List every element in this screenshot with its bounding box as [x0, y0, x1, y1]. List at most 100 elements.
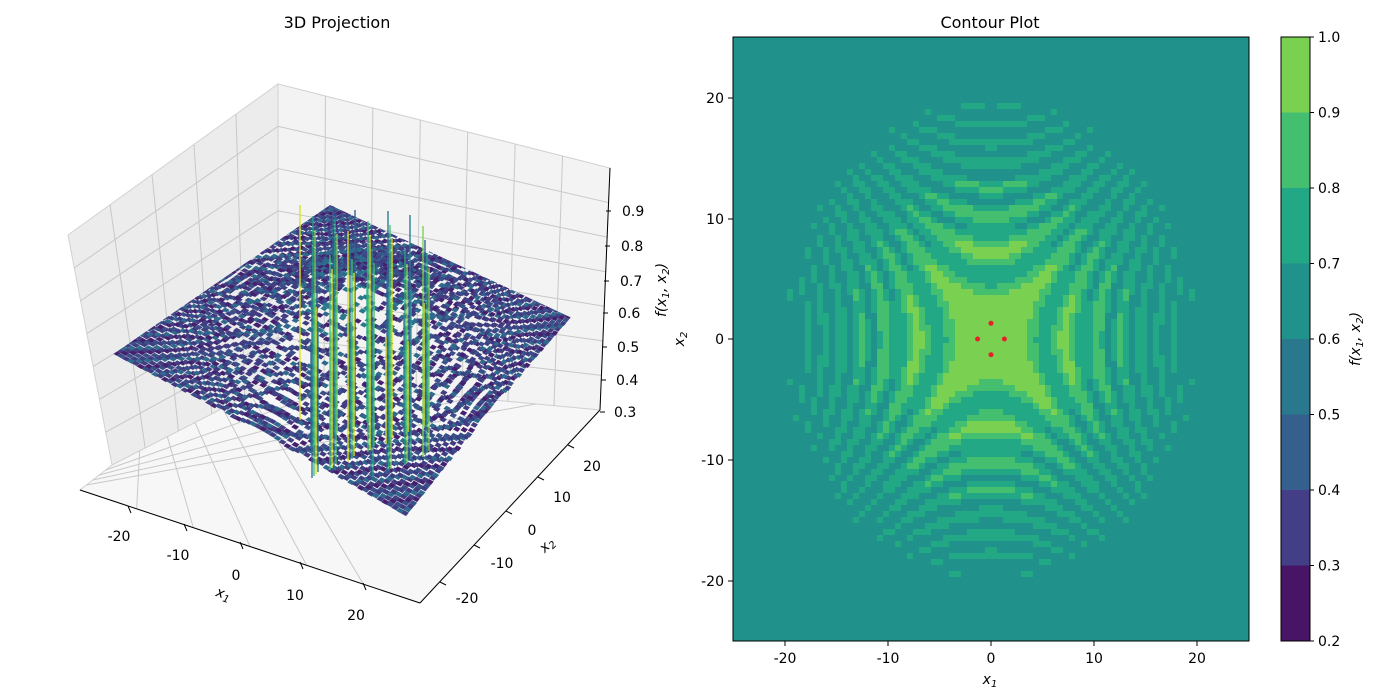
contour-cell — [847, 115, 854, 122]
surface-facet — [323, 275, 331, 281]
contour-cell — [1159, 55, 1166, 62]
contour-cell — [1051, 109, 1058, 116]
surface-facet — [430, 415, 438, 421]
surface-facet — [504, 314, 512, 320]
contour-cell — [943, 85, 950, 92]
surface-facet — [304, 308, 313, 314]
surface-facet — [148, 360, 157, 366]
contour-cell — [745, 103, 752, 110]
contour-cell — [1081, 67, 1088, 74]
surface-facet — [319, 372, 328, 378]
contour-cell — [793, 97, 800, 104]
contour-cell — [1003, 37, 1010, 44]
surface-facet — [319, 390, 328, 396]
contour-cell — [1051, 85, 1058, 92]
contour-cell — [1069, 115, 1076, 122]
x1-tick-label: -20 — [108, 529, 131, 545]
surface-facet — [228, 309, 237, 315]
surface-facet — [394, 491, 403, 498]
surface-facet — [414, 396, 423, 402]
surface-facet — [149, 365, 159, 371]
contour-cell — [1117, 97, 1124, 104]
surface-facet — [411, 402, 420, 409]
contour-cell — [1015, 49, 1022, 56]
contour-cell — [937, 97, 944, 104]
contour-cell — [895, 115, 902, 122]
surface-facet — [185, 336, 194, 342]
surface-facet — [241, 273, 250, 279]
surface-facet — [178, 360, 187, 366]
contour-cell — [871, 91, 878, 98]
contour-cell — [1243, 67, 1249, 74]
contour-cell — [805, 37, 812, 44]
contour-cell — [979, 97, 986, 104]
surface-facet — [384, 495, 392, 501]
contour-cell — [997, 97, 1004, 104]
surface-facet — [354, 261, 363, 266]
surface-facet — [145, 349, 155, 355]
surface-facet — [431, 384, 439, 391]
surface-facet — [421, 476, 429, 483]
contour-cell — [919, 85, 926, 92]
surface-facet — [388, 482, 396, 489]
contour-cell — [955, 103, 962, 110]
contour-cell — [1063, 37, 1070, 44]
surface-facet — [250, 310, 259, 316]
surface-facet — [428, 432, 436, 439]
surface-facet — [247, 283, 256, 289]
surface-facet — [485, 327, 493, 333]
surface-facet — [234, 387, 243, 393]
surface-facet — [278, 277, 287, 283]
contour-cell — [985, 121, 992, 128]
surface-facet — [211, 285, 220, 291]
contour-cell — [823, 55, 830, 62]
contour-cell — [1045, 67, 1052, 74]
contour-cell — [1213, 91, 1220, 98]
surface-facet — [175, 334, 184, 340]
surface-facet — [215, 284, 224, 290]
contour-cell — [1153, 49, 1160, 56]
surface-facet — [212, 366, 221, 372]
surface-facet — [287, 279, 296, 285]
surface-facet — [248, 312, 257, 318]
contour-cell — [733, 109, 740, 116]
surface-facet — [480, 303, 488, 309]
surface-facet — [429, 361, 437, 367]
surface-facet — [359, 480, 368, 487]
contour-cell — [1039, 43, 1046, 50]
contour-cell — [955, 85, 962, 92]
surface-facet — [409, 500, 418, 506]
surface-facet — [332, 445, 341, 452]
contour-cell — [919, 79, 926, 86]
contour-cell — [1159, 73, 1166, 80]
contour-cell — [1171, 97, 1178, 104]
contour-cell — [973, 55, 980, 62]
contour-cell — [1129, 37, 1136, 44]
contour-cell — [1225, 61, 1232, 68]
surface-facet — [223, 343, 233, 349]
surface-facet — [254, 279, 263, 285]
contour-cell — [1165, 61, 1172, 68]
contour-cell — [1075, 85, 1082, 92]
contour-cell — [925, 121, 932, 128]
contour-cell — [733, 61, 740, 68]
contour-cell — [1153, 103, 1160, 110]
contour-cell — [1207, 85, 1214, 92]
contour-cell — [1117, 49, 1124, 56]
surface-facet — [457, 315, 465, 321]
contour-cell — [991, 49, 998, 56]
contour-cell — [919, 49, 926, 56]
surface-facet — [215, 309, 224, 314]
surface-facet — [356, 349, 365, 355]
contour-cell — [787, 85, 794, 92]
contour-cell — [757, 121, 764, 128]
contour-cell — [985, 49, 992, 56]
surface-facet — [393, 474, 402, 480]
contour-cell — [1207, 61, 1214, 68]
contour-cell — [973, 73, 980, 80]
surface-facet — [246, 382, 255, 389]
surface-facet — [166, 347, 175, 353]
x2-ticks: -20 -10 0 10 20 — [439, 444, 601, 607]
surface-facet — [386, 475, 394, 482]
contour-cell — [751, 85, 758, 92]
